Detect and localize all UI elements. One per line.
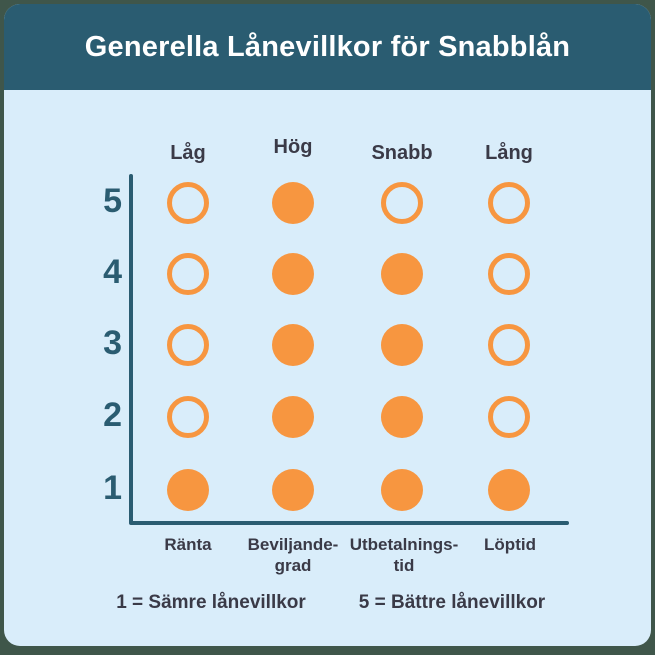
dot-filled (488, 469, 530, 511)
x-label-utbetalningstid: Utbetalnings- tid (349, 535, 459, 575)
column-header-long: Lång (485, 142, 533, 164)
chart-card: Generella Lånevillkor för Snabblån Låg H… (4, 4, 651, 646)
column-header-high: Hög (273, 136, 313, 158)
y-tick-4: 4 (103, 252, 122, 291)
dot-filled (272, 396, 314, 438)
y-tick-5: 5 (103, 181, 122, 220)
dot-filled (381, 469, 423, 511)
dot-open (167, 396, 209, 438)
y-tick-3: 3 (103, 323, 122, 362)
legend-better: 5 = Bättre lånevillkor (358, 592, 546, 613)
dot-open (381, 182, 423, 224)
column-header-low: Låg (170, 142, 206, 164)
dot-rating-chart: Låg Hög Snabb Lång 5 4 3 2 1 Ränta Bevil… (4, 90, 651, 646)
dot-open (488, 253, 530, 295)
x-label-beviljandegrad: Beviljande- grad (247, 535, 339, 575)
dot-filled (272, 182, 314, 224)
dot-filled (167, 469, 209, 511)
dot-open (488, 182, 530, 224)
dot-filled (272, 253, 314, 295)
dot-filled (381, 396, 423, 438)
x-label-ranta: Ränta (164, 535, 212, 554)
x-label-loptid: Löptid (484, 535, 536, 554)
dot-filled (272, 324, 314, 366)
dot-open (488, 396, 530, 438)
legend-worse: 1 = Sämre lånevillkor (116, 592, 306, 613)
dot-filled (381, 324, 423, 366)
y-tick-1: 1 (103, 468, 122, 507)
dot-open (488, 324, 530, 366)
dot-open (167, 253, 209, 295)
x-axis-line (129, 521, 569, 525)
dot-open (167, 324, 209, 366)
column-header-fast: Snabb (371, 142, 433, 164)
page-title: Generella Lånevillkor för Snabblån (84, 30, 571, 63)
y-tick-2: 2 (103, 395, 122, 434)
dot-open (167, 182, 209, 224)
dot-filled (381, 253, 423, 295)
header-bar: Generella Lånevillkor för Snabblån (4, 4, 651, 90)
dot-filled (272, 469, 314, 511)
y-axis-line (129, 174, 133, 524)
